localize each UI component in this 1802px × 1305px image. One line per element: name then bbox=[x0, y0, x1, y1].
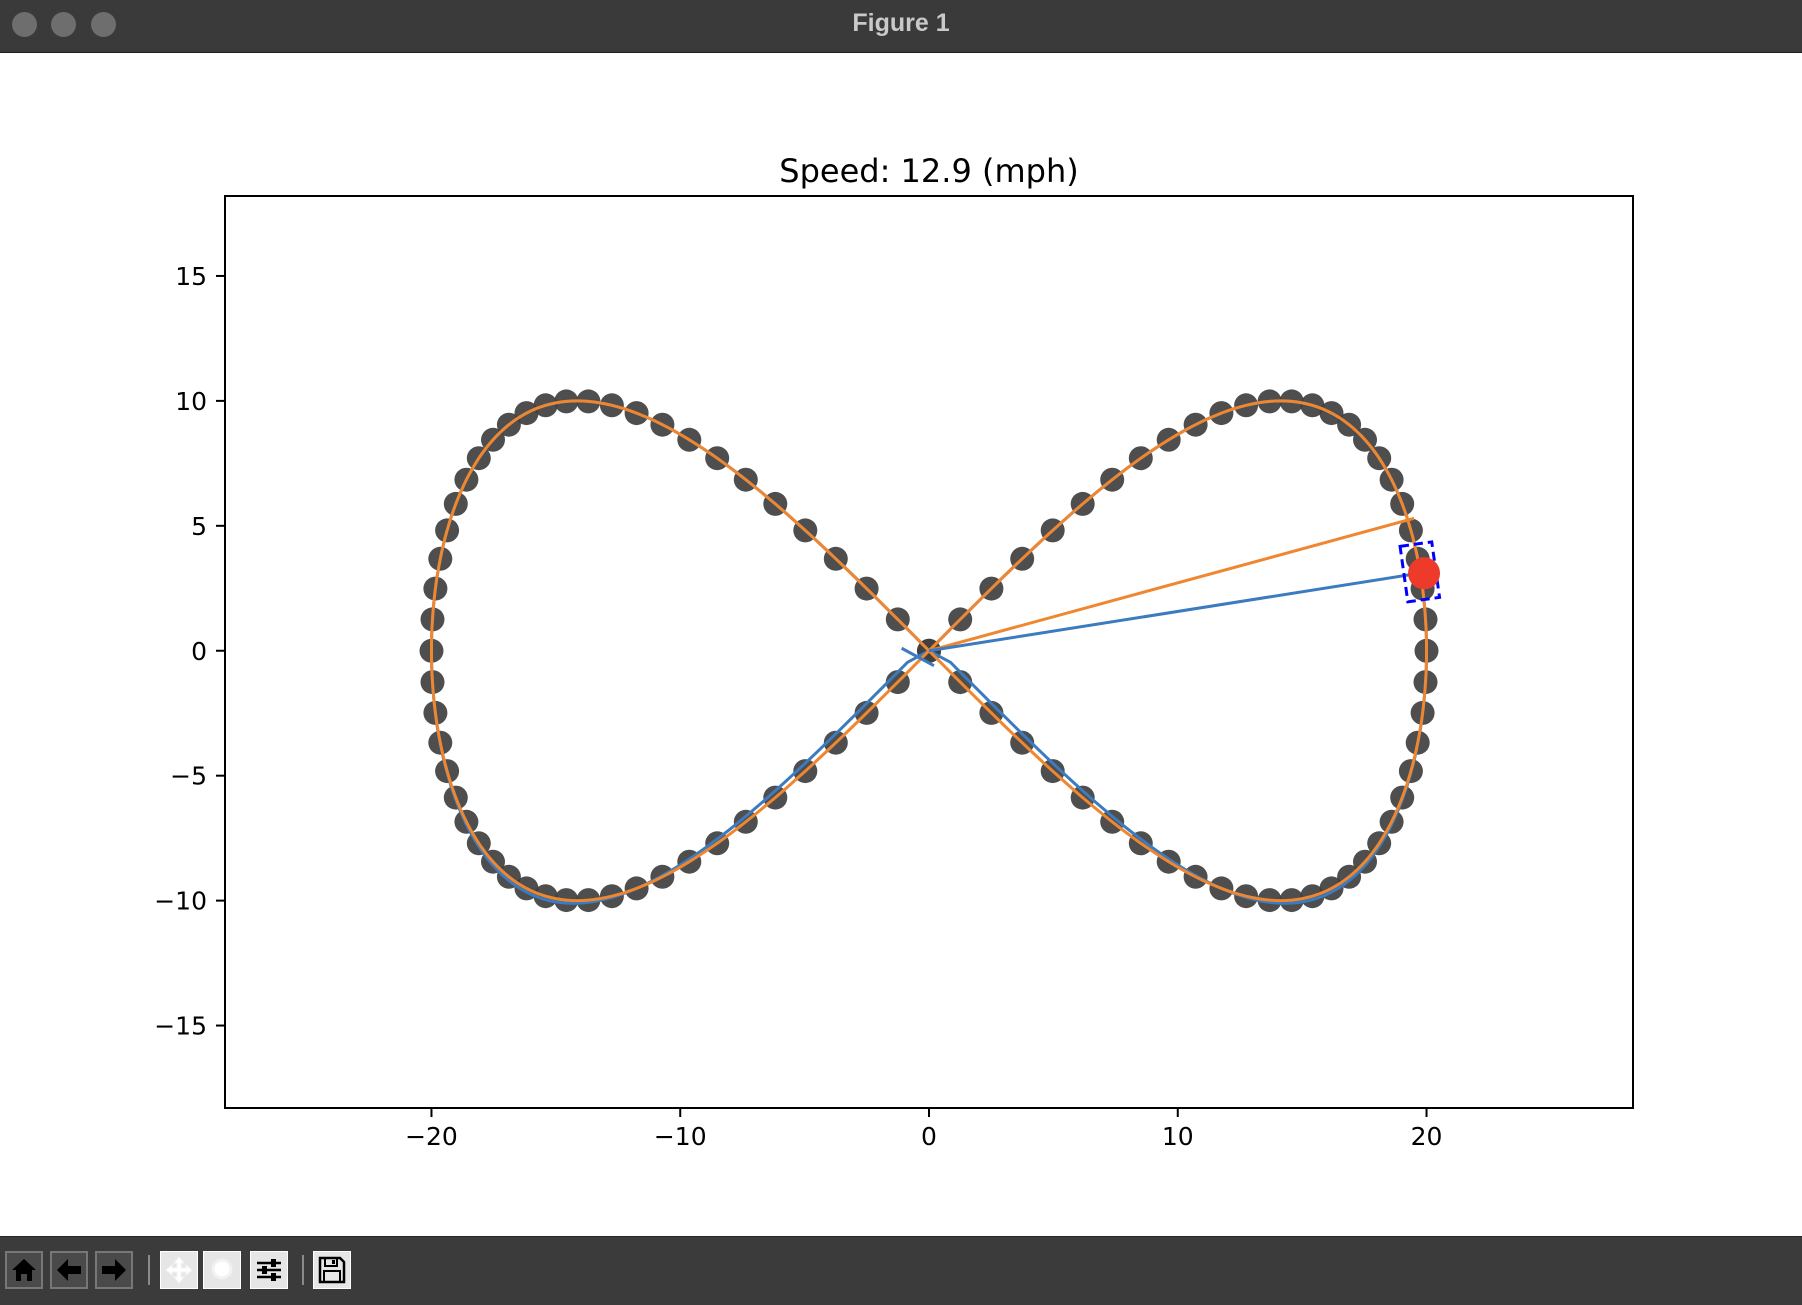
vehicle-marker bbox=[1408, 557, 1441, 590]
zoom-rect-button[interactable] bbox=[203, 1251, 241, 1289]
y-tick-label: 10 bbox=[175, 387, 207, 416]
arrow-left-icon bbox=[57, 1259, 81, 1281]
driven-tail-line bbox=[900, 646, 935, 668]
x-tick-label: −20 bbox=[405, 1122, 458, 1151]
y-tick-label: 15 bbox=[175, 262, 207, 291]
chart-title: Speed: 12.9 (mph) bbox=[779, 152, 1078, 190]
figure-canvas: Speed: 12.9 (mph) −20 −10 0 10 20 −15 −10 −5 0 5 10… bbox=[0, 53, 1802, 1236]
navigation-toolbar bbox=[0, 1236, 1802, 1305]
toolbar-separator bbox=[148, 1255, 150, 1285]
x-tick-label: −10 bbox=[654, 1122, 707, 1151]
zoom-icon bbox=[211, 1258, 233, 1280]
save-icon bbox=[318, 1256, 346, 1284]
y-tick-label: 5 bbox=[191, 512, 207, 541]
back-button[interactable] bbox=[50, 1251, 88, 1289]
y-tick-label: −10 bbox=[154, 887, 207, 916]
home-button[interactable] bbox=[5, 1251, 43, 1289]
zoom-button[interactable] bbox=[91, 12, 116, 37]
home-icon bbox=[12, 1259, 36, 1281]
minimize-button[interactable] bbox=[51, 12, 76, 37]
x-tick-label: 10 bbox=[1162, 1122, 1194, 1151]
window-titlebar: Figure 1 bbox=[0, 0, 1802, 53]
forward-button[interactable] bbox=[95, 1251, 133, 1289]
pan-button[interactable] bbox=[160, 1251, 198, 1289]
toolbar-separator bbox=[302, 1255, 304, 1285]
move-icon bbox=[165, 1256, 193, 1284]
lookahead-ray bbox=[928, 571, 1420, 653]
arrow-right-icon bbox=[102, 1259, 126, 1281]
chart: Speed: 12.9 (mph) −20 −10 0 10 20 −15 −10 −5 0 5 10… bbox=[154, 152, 1634, 1151]
configure-subplots-button[interactable] bbox=[250, 1251, 288, 1289]
window-title: Figure 1 bbox=[852, 9, 950, 37]
x-tick-label: 20 bbox=[1411, 1122, 1443, 1151]
save-button[interactable] bbox=[313, 1251, 351, 1289]
x-tick-label: 0 bbox=[921, 1122, 937, 1151]
y-tick-label: −5 bbox=[170, 762, 207, 791]
lookahead-ray bbox=[928, 516, 1415, 653]
planned-path-line bbox=[430, 399, 1428, 903]
close-button[interactable] bbox=[12, 12, 37, 37]
sliders-icon bbox=[257, 1259, 281, 1281]
y-tick-label: 0 bbox=[191, 637, 207, 666]
y-tick-label: −15 bbox=[154, 1012, 207, 1041]
